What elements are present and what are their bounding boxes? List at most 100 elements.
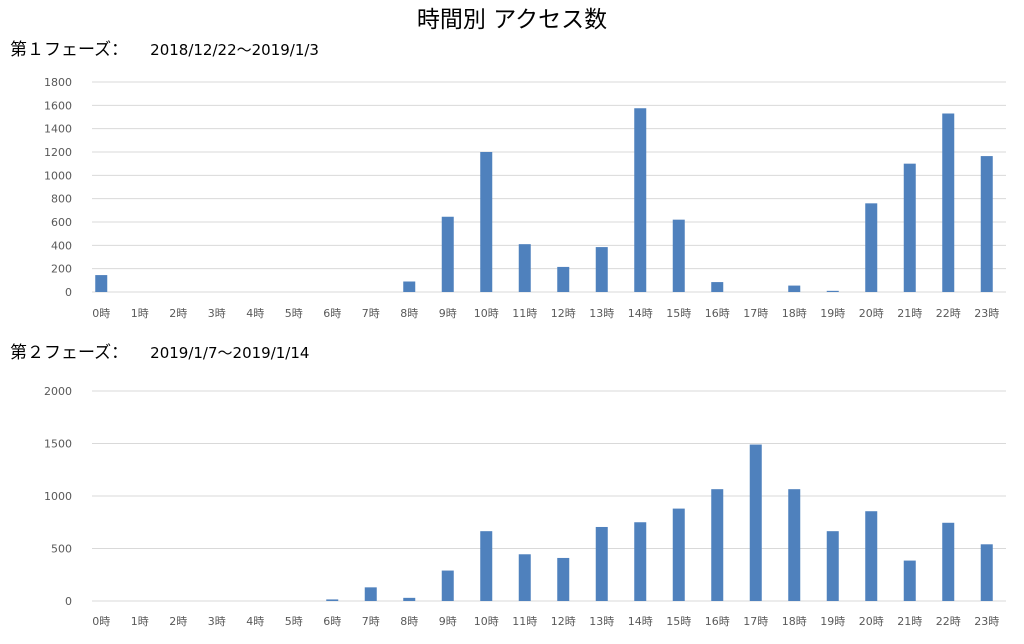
phase-2-label: 第２フェーズ： <box>10 343 129 363</box>
y-tick-label: 1000 <box>44 490 72 503</box>
x-tick-label: 5時 <box>285 615 303 628</box>
bar <box>903 163 916 292</box>
x-tick-label: 17時 <box>743 307 768 320</box>
bar <box>672 508 685 601</box>
y-tick-label: 1800 <box>44 76 72 89</box>
bar <box>518 554 531 601</box>
x-tick-label: 23時 <box>974 307 999 320</box>
x-tick-label: 21時 <box>897 615 922 628</box>
phase-1-bar-chart: 0 200 400 600 800 1000 1200 1400 1600 1800 0時 1時 2時 3… <box>44 76 1006 320</box>
x-tick-label: 22時 <box>936 307 961 320</box>
y-tick-label: 1400 <box>44 123 72 136</box>
y-tick-label: 600 <box>51 216 72 229</box>
bar <box>788 285 801 292</box>
y-tick-label: 0 <box>65 595 72 608</box>
bar <box>441 216 454 292</box>
x-tick-label: 17時 <box>743 615 768 628</box>
x-tick-label: 5時 <box>285 307 303 320</box>
page-title: 時間別 アクセス数 <box>416 7 608 33</box>
y-tick-label: 2000 <box>44 385 72 398</box>
x-tick-label: 15時 <box>666 615 691 628</box>
x-tick-label: 16時 <box>705 615 730 628</box>
x-tick-label: 4時 <box>246 307 264 320</box>
bar <box>826 290 839 292</box>
x-tick-label: 6時 <box>323 615 341 628</box>
bar <box>326 599 339 601</box>
x-tick-label: 21時 <box>897 307 922 320</box>
x-tick-label: 12時 <box>551 615 576 628</box>
y-tick-label: 1500 <box>44 438 72 451</box>
phase-1-heading: 第１フェーズ： 2018/12/22～2019/1/3 <box>10 38 319 62</box>
bar <box>672 219 685 292</box>
phase-2-heading: 第２フェーズ： 2019/1/7～2019/1/14 <box>10 341 309 365</box>
bar <box>480 152 493 292</box>
phase-1-date-range: 2018/12/22～2019/1/3 <box>150 41 319 59</box>
x-tick-label: 13時 <box>589 615 614 628</box>
bar <box>403 281 416 292</box>
x-tick-label: 0時 <box>92 307 110 320</box>
bar <box>980 156 993 292</box>
bar <box>826 531 839 601</box>
phase-1-label: 第１フェーズ： <box>10 40 129 60</box>
x-tick-label: 6時 <box>323 307 341 320</box>
x-tick-label: 20時 <box>859 307 884 320</box>
y-tick-label: 1200 <box>44 146 72 159</box>
y-tick-label: 1600 <box>44 99 72 112</box>
x-tick-label: 20時 <box>859 615 884 628</box>
bar <box>980 544 993 601</box>
bar <box>865 511 878 601</box>
bar <box>441 570 454 601</box>
x-tick-label: 10時 <box>474 307 499 320</box>
bar <box>749 444 762 601</box>
x-tick-label: 9時 <box>439 615 457 628</box>
x-tick-label: 14時 <box>628 307 653 320</box>
bar <box>595 247 608 292</box>
x-tick-label: 18時 <box>782 307 807 320</box>
x-tick-label: 13時 <box>589 307 614 320</box>
x-tick-label: 10時 <box>474 615 499 628</box>
x-tick-label: 8時 <box>400 615 418 628</box>
bar <box>595 526 608 601</box>
y-tick-label: 0 <box>65 286 72 299</box>
x-tick-label: 0時 <box>92 615 110 628</box>
bar <box>634 108 647 292</box>
x-tick-label: 15時 <box>666 307 691 320</box>
x-tick-label: 12時 <box>551 307 576 320</box>
x-tick-label: 18時 <box>782 615 807 628</box>
x-tick-label: 3時 <box>208 615 226 628</box>
x-tick-label: 22時 <box>936 615 961 628</box>
x-tick-label: 1時 <box>131 615 149 628</box>
bar <box>942 113 955 292</box>
y-tick-label: 200 <box>51 263 72 276</box>
bar <box>711 489 724 601</box>
y-tick-label: 1000 <box>44 169 72 182</box>
bar <box>364 587 377 601</box>
x-tick-label: 7時 <box>362 307 380 320</box>
bar <box>788 489 801 601</box>
bar <box>403 597 416 601</box>
y-tick-label: 500 <box>51 543 72 556</box>
bar <box>557 557 570 601</box>
bar <box>95 275 108 292</box>
x-tick-label: 19時 <box>820 307 845 320</box>
x-tick-label: 11時 <box>512 307 537 320</box>
y-tick-label: 400 <box>51 239 72 252</box>
bar <box>557 266 570 292</box>
x-tick-label: 11時 <box>512 615 537 628</box>
bar <box>634 522 647 601</box>
x-tick-label: 16時 <box>705 307 730 320</box>
x-tick-label: 23時 <box>974 615 999 628</box>
bar <box>903 560 916 601</box>
x-tick-label: 1時 <box>131 307 149 320</box>
bar <box>518 244 531 292</box>
y-tick-label: 800 <box>51 193 72 206</box>
bar <box>865 203 878 292</box>
x-tick-label: 2時 <box>169 307 187 320</box>
bar <box>711 282 724 292</box>
x-tick-label: 7時 <box>362 615 380 628</box>
x-tick-label: 19時 <box>820 615 845 628</box>
x-tick-label: 8時 <box>400 307 418 320</box>
x-tick-label: 3時 <box>208 307 226 320</box>
bar <box>480 531 493 601</box>
